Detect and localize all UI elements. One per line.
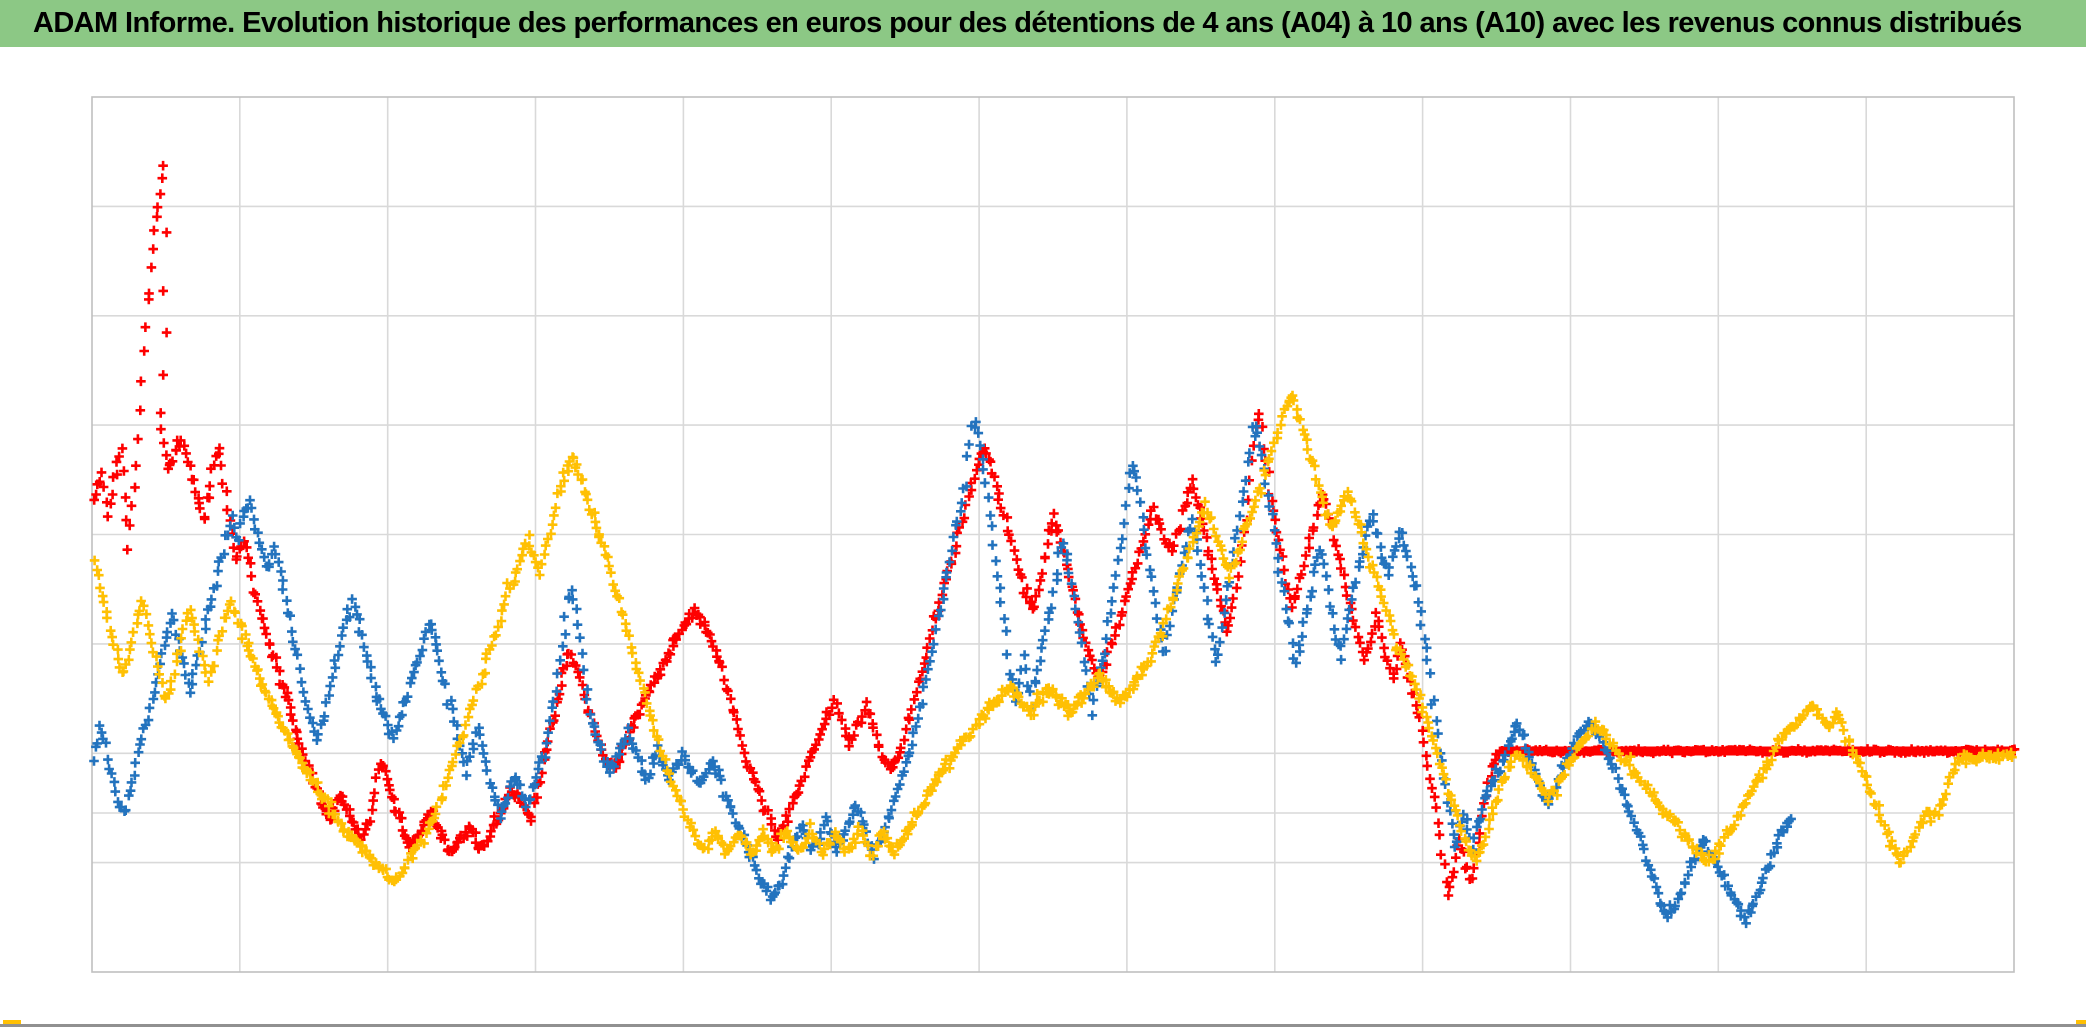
title-bar: ADAM Informe. Evolution historique des p… (0, 0, 2086, 47)
chart-canvas (89, 96, 2020, 973)
bottom-gray-strip (0, 1024, 2086, 1027)
yellow-accent-bottom-left (3, 1017, 21, 1026)
page-title: ADAM Informe. Evolution historique des p… (33, 7, 2022, 39)
scatter-chart (0, 47, 2086, 1020)
series-yellow (89, 390, 2017, 887)
